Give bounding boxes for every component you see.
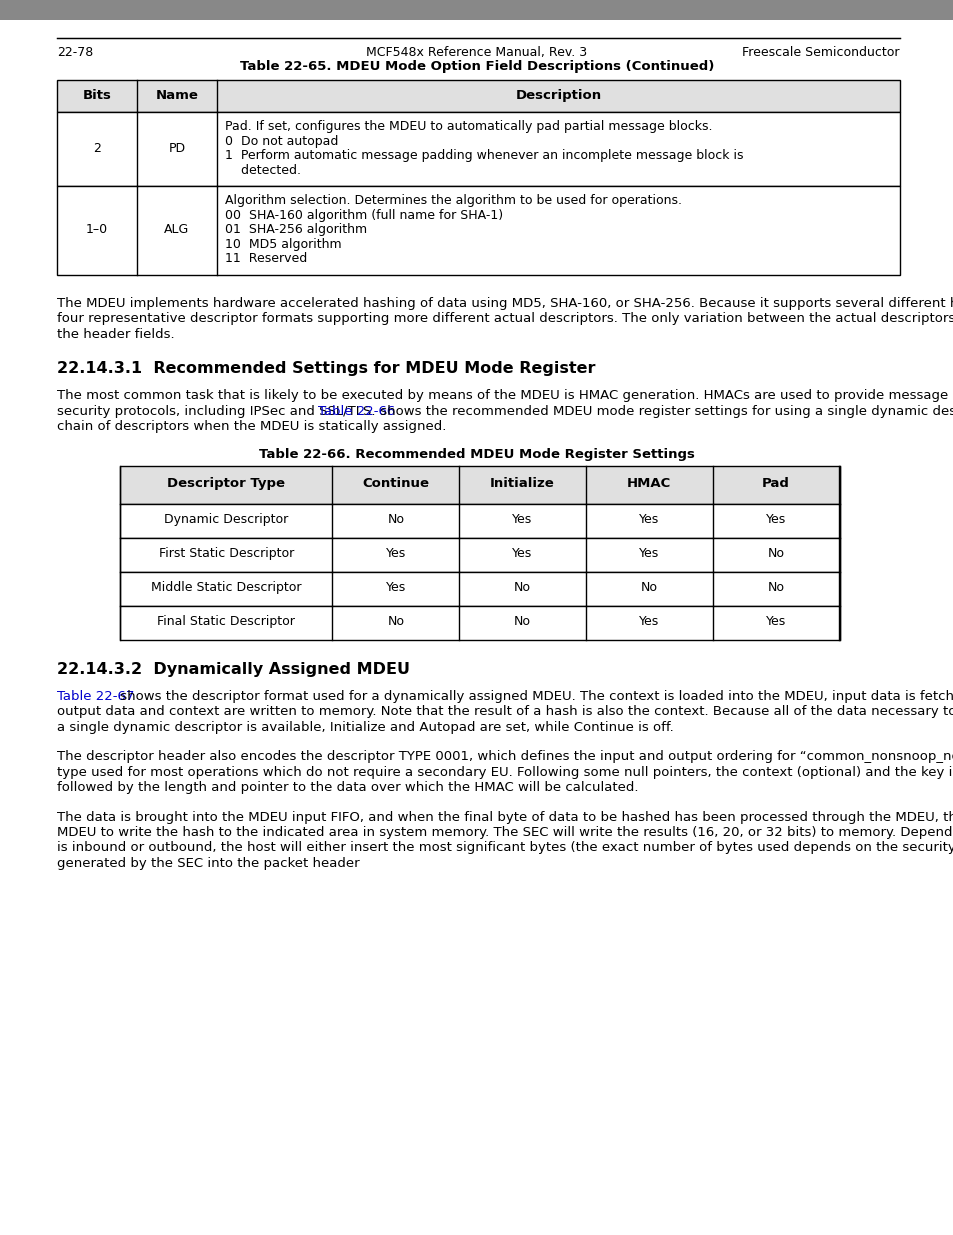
Text: No: No: [514, 615, 531, 629]
Text: detected.: detected.: [225, 163, 301, 177]
Text: 2: 2: [93, 142, 101, 154]
Bar: [0, 0, 953, 20]
Text: The MDEU implements hardware accelerated hashing of data using MD5, SHA-160, or : The MDEU implements hardware accelerated…: [57, 296, 953, 310]
Text: shows the recommended MDEU mode register settings for using a single dynamic des: shows the recommended MDEU mode register…: [375, 405, 953, 417]
Text: Descriptor Type: Descriptor Type: [167, 477, 285, 490]
Text: 22-78: 22-78: [57, 46, 93, 59]
Text: 22.14.3.2  Dynamically Assigned MDEU: 22.14.3.2 Dynamically Assigned MDEU: [57, 662, 410, 677]
Text: Table 22-67: Table 22-67: [57, 689, 134, 703]
Text: 1–0: 1–0: [86, 222, 108, 236]
Text: Yes: Yes: [385, 580, 405, 594]
Text: 00  SHA-160 algorithm (full name for SHA-1): 00 SHA-160 algorithm (full name for SHA-…: [225, 209, 502, 221]
Text: type used for most operations which do not require a secondary EU. Following som: type used for most operations which do n…: [57, 766, 953, 778]
Text: security protocols, including IPSec and SSL/TLS.: security protocols, including IPSec and …: [57, 405, 379, 417]
Bar: [120, 605, 840, 640]
Text: chain of descriptors when the MDEU is statically assigned.: chain of descriptors when the MDEU is st…: [57, 420, 446, 433]
Text: four representative descriptor formats supporting more different actual descript: four representative descriptor formats s…: [57, 312, 953, 325]
Text: MCF548x Reference Manual, Rev. 3: MCF548x Reference Manual, Rev. 3: [366, 46, 587, 59]
Text: Yes: Yes: [639, 513, 659, 526]
Text: Algorithm selection. Determines the algorithm to be used for operations.: Algorithm selection. Determines the algo…: [225, 194, 681, 207]
Text: Yes: Yes: [385, 547, 405, 559]
Text: 0  Do not autopad: 0 Do not autopad: [225, 135, 338, 147]
Text: a single dynamic descriptor is available, Initialize and Autopad are set, while : a single dynamic descriptor is available…: [57, 720, 673, 734]
Bar: [120, 504, 840, 537]
Text: output data and context are written to memory. Note that the result of a hash is: output data and context are written to m…: [57, 705, 953, 718]
Text: Initialize: Initialize: [490, 477, 555, 490]
Text: The most common task that is likely to be executed by means of the MDEU is HMAC : The most common task that is likely to b…: [57, 389, 953, 403]
Text: HMAC: HMAC: [626, 477, 671, 490]
Bar: [120, 466, 840, 504]
Text: Final Static Descriptor: Final Static Descriptor: [157, 615, 294, 629]
Text: shows the descriptor format used for a dynamically assigned MDEU. The context is: shows the descriptor format used for a d…: [115, 689, 953, 703]
Text: Yes: Yes: [639, 615, 659, 629]
Bar: [120, 537, 840, 572]
Text: The data is brought into the MDEU input FIFO, and when the final byte of data to: The data is brought into the MDEU input …: [57, 810, 953, 824]
Bar: [120, 572, 840, 605]
Text: Table 22-66: Table 22-66: [317, 405, 395, 417]
Text: 22.14.3.1  Recommended Settings for MDEU Mode Register: 22.14.3.1 Recommended Settings for MDEU …: [57, 361, 595, 375]
Bar: [57, 186, 899, 274]
Text: Yes: Yes: [765, 513, 785, 526]
Bar: [57, 112, 899, 186]
Text: No: No: [387, 513, 404, 526]
Text: ALG: ALG: [164, 222, 190, 236]
Text: Pad: Pad: [761, 477, 789, 490]
Text: Yes: Yes: [512, 513, 532, 526]
Text: No: No: [387, 615, 404, 629]
Text: MDEU to write the hash to the indicated area in system memory. The SEC will writ: MDEU to write the hash to the indicated …: [57, 826, 953, 839]
Text: The descriptor header also encodes the descriptor TYPE 0001, which defines the i: The descriptor header also encodes the d…: [57, 750, 953, 763]
Text: 01  SHA-256 algorithm: 01 SHA-256 algorithm: [225, 224, 367, 236]
Text: the header fields.: the header fields.: [57, 327, 174, 341]
Text: No: No: [766, 547, 783, 559]
Text: 11  Reserved: 11 Reserved: [225, 252, 307, 266]
Text: Yes: Yes: [512, 547, 532, 559]
Text: PD: PD: [169, 142, 186, 154]
Text: Dynamic Descriptor: Dynamic Descriptor: [164, 513, 288, 526]
Text: generated by the SEC into the packet header: generated by the SEC into the packet hea…: [57, 857, 359, 869]
Text: 1  Perform automatic message padding whenever an incomplete message block is: 1 Perform automatic message padding when…: [225, 149, 742, 162]
Bar: [57, 80, 899, 112]
Text: First Static Descriptor: First Static Descriptor: [158, 547, 294, 559]
Text: followed by the length and pointer to the data over which the HMAC will be calcu: followed by the length and pointer to th…: [57, 781, 638, 794]
Text: Bits: Bits: [83, 89, 112, 101]
Text: Yes: Yes: [765, 615, 785, 629]
Text: Middle Static Descriptor: Middle Static Descriptor: [151, 580, 301, 594]
Text: Table 22-65. MDEU Mode Option Field Descriptions (Continued): Table 22-65. MDEU Mode Option Field Desc…: [239, 61, 714, 73]
Text: Table 22-66. Recommended MDEU Mode Register Settings: Table 22-66. Recommended MDEU Mode Regis…: [259, 447, 694, 461]
Text: No: No: [766, 580, 783, 594]
Text: No: No: [640, 580, 657, 594]
Text: is inbound or outbound, the host will either insert the most significant bytes (: is inbound or outbound, the host will ei…: [57, 841, 953, 855]
Text: Name: Name: [155, 89, 198, 101]
Text: Pad. If set, configures the MDEU to automatically pad partial message blocks.: Pad. If set, configures the MDEU to auto…: [225, 120, 712, 133]
Text: Freescale Semiconductor: Freescale Semiconductor: [741, 46, 899, 59]
Text: Yes: Yes: [639, 547, 659, 559]
Text: No: No: [514, 580, 531, 594]
Text: Continue: Continue: [362, 477, 429, 490]
Text: 10  MD5 algorithm: 10 MD5 algorithm: [225, 237, 341, 251]
Text: Description: Description: [515, 89, 601, 101]
